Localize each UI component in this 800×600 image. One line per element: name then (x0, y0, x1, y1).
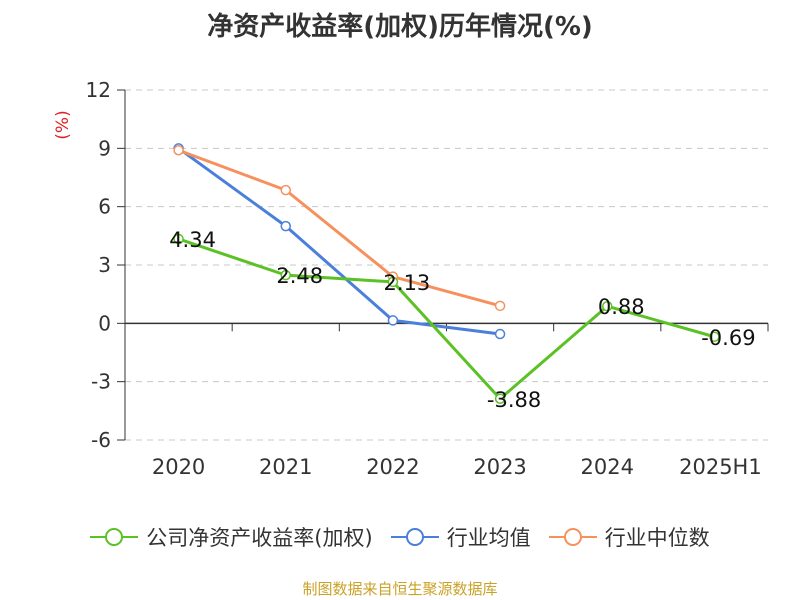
data-point (173, 145, 184, 156)
y-tick-label: 9 (98, 136, 111, 160)
y-tick-label: 6 (98, 195, 111, 219)
x-tick-label: 2020 (152, 455, 205, 479)
x-tick-label: 2022 (366, 455, 419, 479)
data-point (387, 276, 399, 288)
y-axis-label: (%) (53, 110, 73, 139)
data-point (602, 300, 613, 312)
y-tick-label: -6 (91, 428, 111, 452)
legend-marker (390, 526, 439, 548)
x-tick-label: 2021 (259, 455, 312, 479)
data-point (387, 315, 399, 326)
legend-marker (90, 526, 139, 548)
chart-title: 净资产收益率(加权)历年情况(%) (207, 12, 593, 42)
data-label: -0.69 (701, 326, 755, 350)
series-line (177, 147, 501, 336)
chart-legend: 公司净资产收益率(加权) 行业均值 行业中位数 (0, 522, 800, 552)
y-tick-label: 3 (98, 253, 111, 277)
data-label: 0.88 (598, 295, 645, 319)
grid-layer (125, 89, 768, 441)
legend-item: 公司净资产收益率(加权) (90, 522, 373, 552)
data-label: 2.48 (276, 264, 323, 288)
y-tick-label: -3 (91, 370, 111, 394)
legend-marker (548, 526, 597, 548)
data-point (709, 331, 720, 342)
data-point (494, 300, 506, 312)
legend-label: 行业中位数 (604, 526, 710, 550)
y-tick-label: 0 (98, 311, 111, 335)
series-line (178, 237, 715, 401)
data-point (280, 184, 291, 196)
label-layer: 4.34 2.48 2.13 -3.88 0.88 -0.69 (169, 228, 755, 412)
series-line (178, 148, 501, 308)
data-point (173, 233, 184, 245)
data-point (494, 328, 506, 340)
legend-label: 行业均值 (446, 526, 531, 550)
legend-item: 行业中位数 (548, 522, 710, 552)
y-tick-label: 12 (86, 78, 111, 102)
x-tick-label: 2024 (581, 455, 634, 479)
data-point (280, 220, 291, 232)
x-tick-label: 2025H1 (679, 455, 762, 479)
data-point (494, 393, 506, 405)
series-layer (173, 143, 720, 405)
data-point (280, 269, 291, 281)
x-tick-label: 2023 (473, 455, 526, 479)
data-label: 2.13 (384, 271, 431, 295)
legend-item: 行业均值 (390, 522, 531, 552)
data-label: 4.34 (169, 228, 216, 252)
legend-label: 公司净资产收益率(加权) (146, 526, 373, 550)
axis-layer: 12 9 6 3 0 -3 -6 2020 2021 2022 2023 2024 2025H1 (%) (53, 78, 769, 479)
source-note: 制图数据来自恒生聚源数据库 (302, 580, 498, 598)
data-label: -3.88 (487, 388, 541, 412)
